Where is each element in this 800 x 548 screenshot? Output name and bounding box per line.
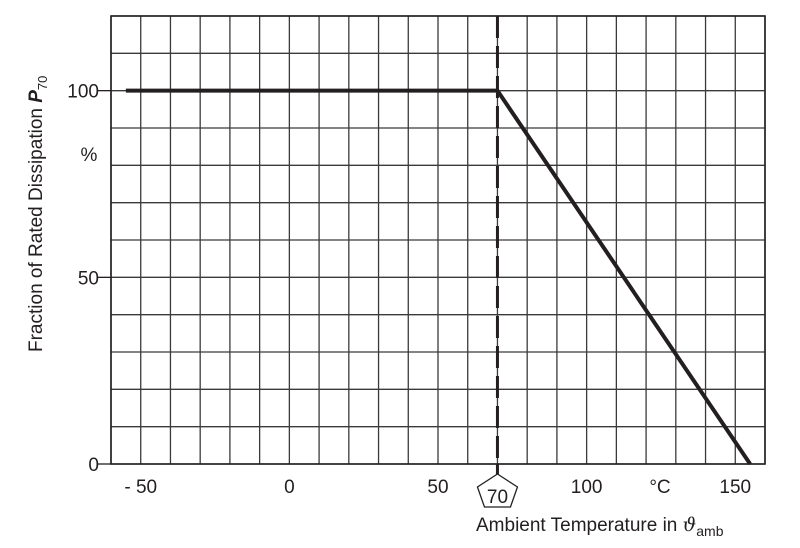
y-tick-label: 50 (78, 268, 99, 289)
pentagon-icon (476, 473, 519, 508)
y-tick-label: 100 (67, 82, 99, 103)
y-axis-title-text: Fraction of Rated Dissipation (26, 103, 47, 352)
x-axis-title-subscript: amb (696, 523, 723, 539)
x-tick-label: 50 (427, 477, 448, 498)
derating-curve (125, 88, 752, 466)
x-tick-label: - 50 (124, 477, 157, 498)
y-unit-label: % (81, 145, 98, 166)
y-axis-title: Fraction of Rated Dissipation P70 (26, 76, 50, 352)
y-axis-title-symbol: P (26, 90, 47, 103)
x-axis-ticks: - 50 0 50 100 150 (124, 477, 751, 498)
x-axis-title-text: Ambient Temperature in (476, 515, 683, 536)
marker-label: 70 (487, 487, 508, 508)
x-tick-label: 0 (284, 477, 295, 498)
x-unit-label: °C (649, 477, 670, 498)
x-tick-label: 150 (719, 477, 751, 498)
y-axis-title-subscript: 70 (35, 76, 50, 90)
y-axis-ticks: 0 50 100 (67, 82, 111, 476)
x-axis-title: Ambient Temperature in ϑamb (476, 514, 724, 539)
plot-frame (110, 15, 766, 465)
x-tick-label: 100 (571, 477, 603, 498)
pentagon-marker-70: 70 (476, 464, 519, 508)
x-axis-title-symbol: ϑ (683, 514, 697, 536)
grid (110, 15, 766, 465)
y-tick-label: 0 (88, 455, 99, 476)
